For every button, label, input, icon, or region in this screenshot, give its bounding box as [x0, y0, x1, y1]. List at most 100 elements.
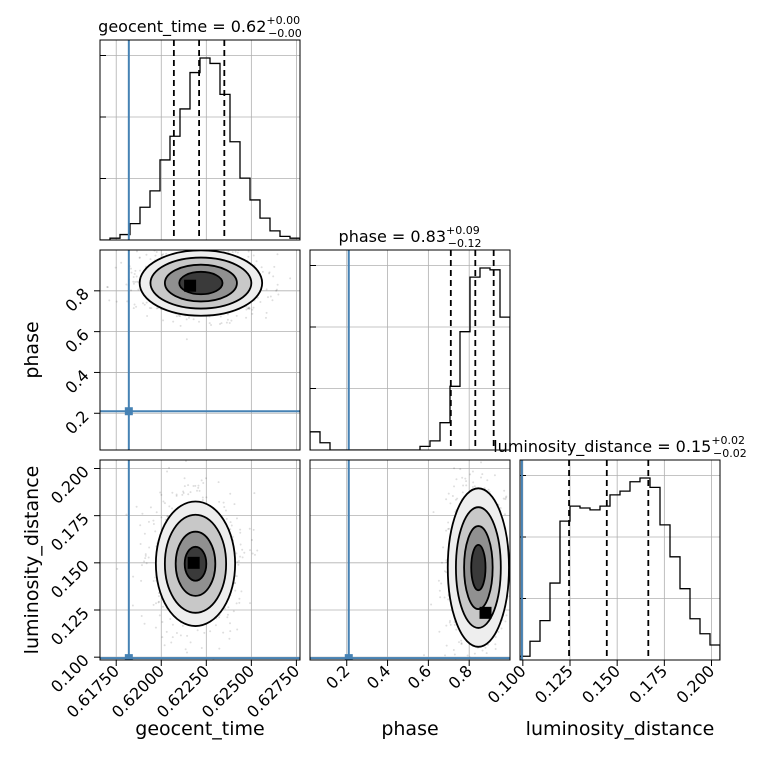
sample-point: [178, 314, 181, 317]
x-tick-label: 0.175: [625, 661, 671, 707]
sample-point: [144, 553, 147, 556]
sample-point: [514, 461, 516, 463]
sample-point: [438, 630, 441, 633]
sample-point: [483, 487, 486, 490]
y-tick-label: 0.175: [47, 509, 93, 555]
sample-point: [266, 296, 269, 299]
sample-point: [135, 505, 138, 508]
density-peak: [187, 556, 200, 569]
sample-point: [241, 548, 244, 551]
sample-point: [135, 280, 138, 283]
sample-point: [162, 253, 165, 256]
sample-point: [182, 491, 185, 494]
sample-point: [448, 621, 451, 624]
sample-point: [161, 605, 164, 608]
sample-point: [145, 562, 148, 565]
sample-point: [169, 246, 171, 248]
sample-point: [181, 493, 184, 496]
sample-point: [229, 521, 232, 524]
sample-point: [227, 606, 230, 609]
sample-point: [445, 498, 448, 501]
sample-point: [248, 527, 251, 530]
sample-point: [192, 485, 195, 488]
sample-point: [185, 338, 188, 341]
sample-point: [106, 286, 109, 289]
sample-point: [224, 607, 227, 610]
panel-title-luminosity_distance: luminosity_distance = 0.15+0.02 −0.02: [493, 434, 747, 460]
sample-point: [233, 503, 236, 506]
sample-point: [138, 256, 141, 259]
sample-point: [196, 489, 199, 492]
sample-point: [460, 441, 462, 443]
sample-point: [246, 307, 249, 310]
sample-point: [505, 614, 508, 617]
sample-point: [473, 652, 476, 655]
sample-point: [175, 631, 178, 634]
y-tick-label: 0.2: [61, 407, 92, 438]
sample-point: [225, 517, 228, 520]
sample-point: [130, 271, 133, 274]
sample-point: [239, 531, 242, 534]
panel-frame: [519, 459, 721, 661]
sample-point: [167, 246, 169, 248]
sample-point: [454, 498, 457, 501]
contour-level: [470, 544, 487, 592]
sample-point: [447, 527, 450, 530]
sample-point: [186, 634, 189, 637]
sample-point: [228, 321, 231, 324]
sample-point: [185, 244, 187, 246]
sample-point: [486, 479, 489, 482]
sample-point: [455, 478, 458, 481]
sample-point: [485, 652, 488, 655]
sample-point: [511, 568, 513, 570]
sample-point: [276, 283, 279, 286]
y-tick-label: 0.4: [61, 366, 92, 397]
sample-point: [157, 595, 160, 598]
sample-point: [247, 255, 250, 258]
sample-point: [251, 308, 254, 311]
sample-point: [252, 306, 255, 309]
sample-point: [494, 643, 497, 646]
sample-point: [167, 224, 169, 226]
sample-point: [430, 603, 433, 606]
sample-point: [165, 252, 168, 255]
sample-point: [140, 615, 143, 618]
sample-point: [440, 582, 443, 585]
sample-point: [235, 552, 238, 555]
sample-point: [265, 288, 268, 291]
histogram-luminosity_distance: [520, 477, 720, 660]
sample-point: [158, 614, 161, 617]
sample-point: [512, 564, 514, 566]
sample-point: [168, 466, 171, 469]
sample-point: [155, 602, 158, 605]
sample-point: [473, 485, 476, 488]
sample-point: [249, 602, 252, 605]
sample-point: [252, 528, 255, 531]
sample-point: [171, 491, 174, 494]
sample-point: [259, 301, 262, 304]
sample-point: [133, 273, 136, 276]
panel-title-geocent_time: geocent_time = 0.62+0.00 −0.00: [98, 14, 302, 40]
sample-point: [239, 555, 242, 558]
sample-point: [175, 315, 178, 318]
sample-point: [487, 488, 490, 491]
sample-point: [162, 319, 165, 322]
x-tick-label: 0.125: [531, 661, 577, 707]
scatter-panel-phase-luminosity_distance: [310, 441, 519, 717]
sample-point: [517, 563, 519, 565]
sample-point: [131, 604, 134, 607]
sample-point: [488, 666, 490, 668]
sample-point: [260, 266, 263, 269]
sample-point: [132, 275, 135, 278]
sample-point: [447, 521, 450, 524]
sample-point: [166, 515, 169, 518]
sample-point: [150, 307, 153, 310]
sample-point: [261, 270, 264, 273]
sample-point: [205, 477, 208, 480]
sample-point: [238, 601, 241, 604]
sample-point: [494, 647, 497, 650]
sample-point: [247, 250, 250, 253]
sample-point: [255, 260, 258, 263]
sample-point: [446, 715, 448, 717]
